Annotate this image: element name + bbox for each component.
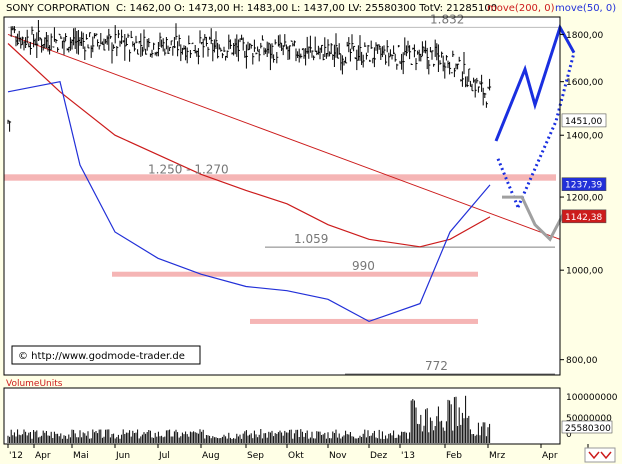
x-axis: '12 Apr Mai Jun Jul Aug Sep Okt Nov Dez '13 Feb Mrz A…	[7, 444, 605, 461]
volume-tick-label: 100000000	[566, 393, 618, 403]
copyright-box	[11, 345, 201, 365]
price-tag-ma200	[561, 209, 607, 224]
ma50-legend: move(50, 0)	[555, 3, 616, 14]
price-panel-border	[3, 16, 561, 376]
x-tick-label: Apr	[542, 451, 558, 461]
x-tick-label: Jul	[158, 451, 170, 461]
forecast-down-path	[502, 195, 567, 242]
volume-layer	[7, 395, 491, 443]
y-tick-label: 1400,00	[566, 132, 603, 142]
forecast-up-path	[494, 23, 576, 142]
x-tick-label: '12	[9, 451, 23, 461]
x-tick-label: Dez	[370, 451, 387, 461]
price-tag-label-ma50: 1237,39	[565, 181, 602, 191]
price-tag-label-ma200: 1142,38	[565, 213, 602, 223]
volume-tick-label: 50000000	[566, 414, 612, 424]
trendline	[7, 33, 561, 240]
header-symbol: SONY CORPORATION	[6, 3, 110, 14]
godmode-logo	[584, 447, 616, 463]
y-tick-label: 1200,00	[566, 194, 603, 204]
forecast-dotted-rise	[516, 52, 576, 208]
ma200-legend: move(200, 0)	[487, 3, 555, 14]
x-tick-label: Jun	[115, 451, 130, 461]
price-tag-price	[561, 113, 607, 128]
y-tick-label: 1600,00	[566, 78, 603, 88]
support-band-990	[112, 271, 478, 277]
ma50-line	[7, 81, 491, 323]
annotation-1260: 1.250 - 1.270	[148, 163, 229, 177]
y-tick-label: 1000,00	[566, 267, 603, 277]
volume-label: VolumeUnits	[6, 379, 63, 389]
x-tick-label: '13	[401, 451, 415, 461]
volume-tick-label: 0	[566, 430, 572, 440]
y-axis: 800,00 1000,00 1200,00 1400,00 1600,00 1800,0…	[560, 31, 618, 440]
support-zone-band	[4, 174, 556, 181]
price-tags: 1451,00 1237,39 1142,38 25580300	[561, 113, 613, 434]
x-tick-label: Apr	[35, 451, 51, 461]
ohlc-bars	[7, 20, 492, 132]
x-tick-label: Mrz	[489, 451, 505, 461]
annotation-1832: 1.832	[430, 12, 464, 26]
x-tick-label: Feb	[446, 451, 462, 461]
annotation-990: 990	[352, 259, 375, 273]
price-tag-label-price: 1451,00	[565, 117, 602, 127]
price-tag-ma50	[561, 177, 607, 191]
x-tick-label: Mai	[73, 451, 89, 461]
x-tick-label: Okt	[288, 451, 304, 461]
forecast-dotted-path	[496, 158, 520, 208]
support-band-880	[250, 318, 478, 324]
annotation-1059: 1.059	[294, 232, 328, 246]
annotation-772: 772	[425, 359, 448, 373]
x-tick-label: Sep	[247, 451, 264, 461]
volume-tag-label: 25580300	[565, 424, 611, 434]
copyright-text: © http://www.godmode-trader.de	[18, 351, 185, 362]
y-tick-label: 800,00	[566, 356, 598, 366]
header-quote: C: 1462,00 O: 1473,00 H: 1483,00 L: 1437…	[116, 3, 497, 14]
volume-tag	[561, 420, 613, 434]
x-tick-label: Nov	[329, 451, 347, 461]
price-layer: 1.832 1.250 - 1.270 1.059 990 772	[4, 12, 576, 375]
ma200-line	[7, 43, 491, 248]
logo-mark-icon	[588, 451, 612, 460]
header-bar	[0, 0, 622, 14]
y-tick-label: 1800,00	[566, 31, 603, 41]
x-tick-label: Aug	[202, 451, 220, 461]
